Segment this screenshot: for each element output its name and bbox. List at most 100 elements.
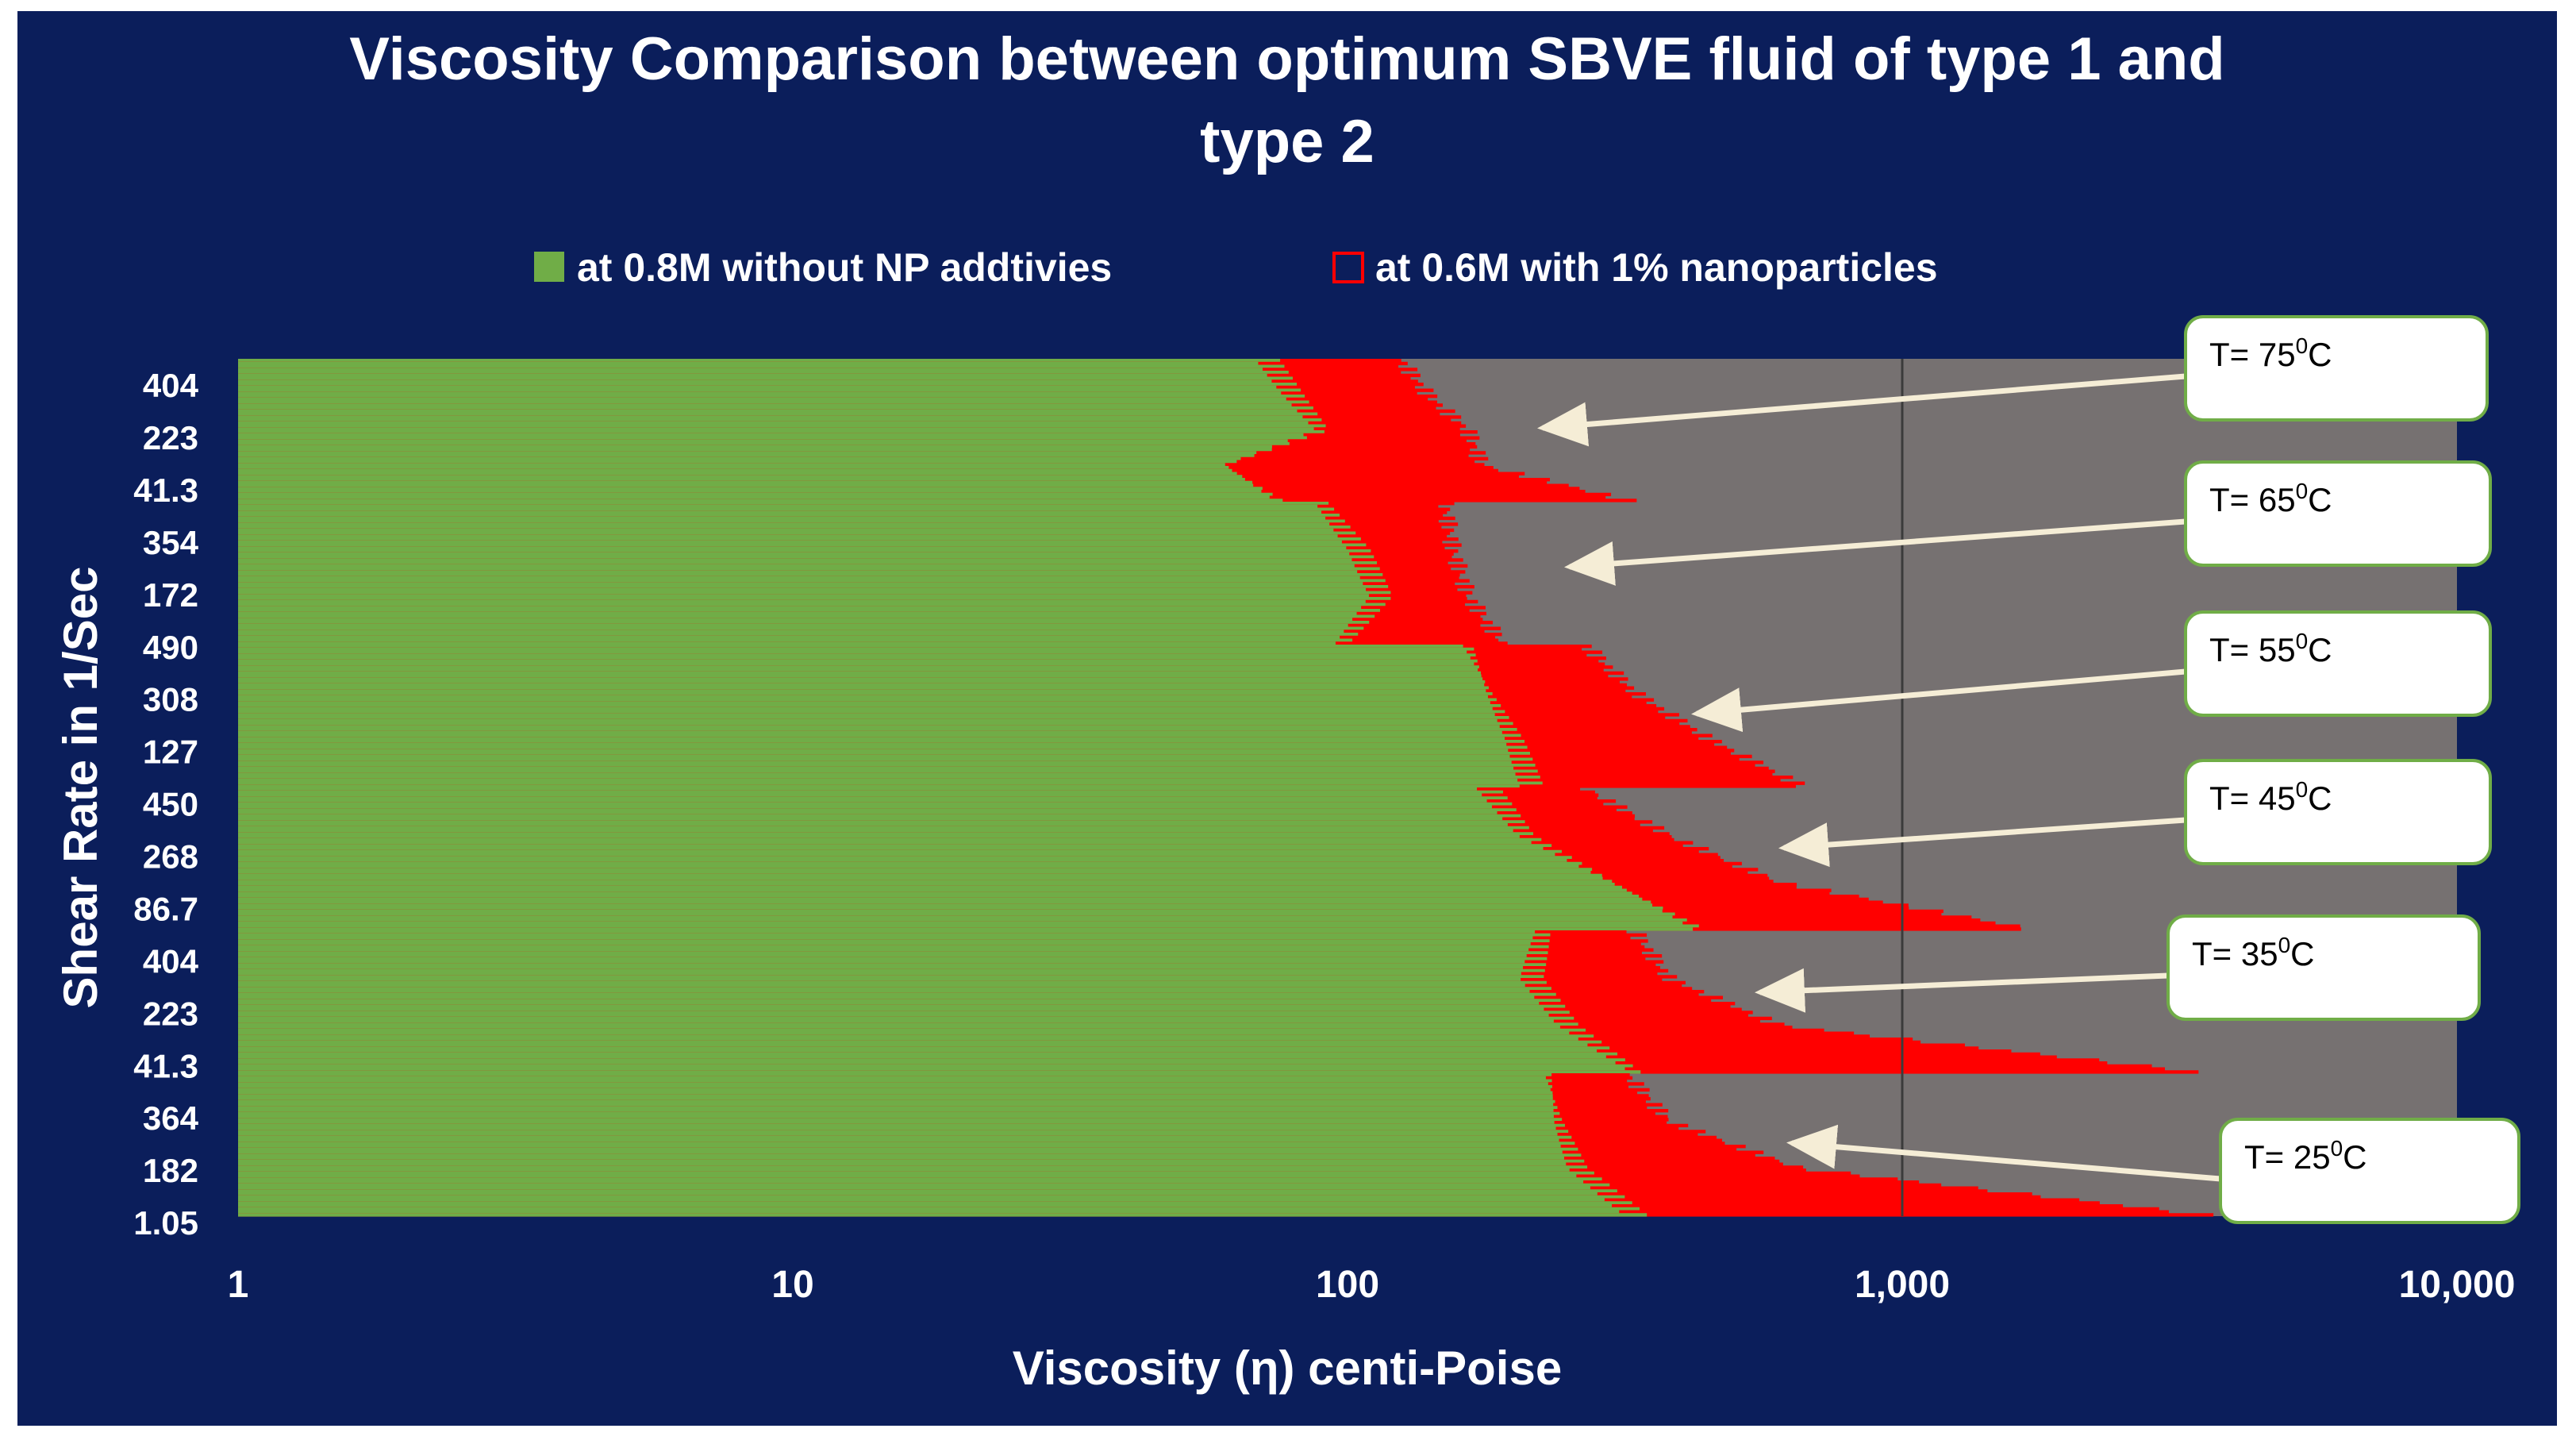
green-bar-35C [238, 1052, 1618, 1057]
green-bar-25C [238, 1126, 1556, 1130]
green-bar-65C [238, 611, 1357, 616]
green-bar-35C [238, 987, 1551, 991]
green-bar-35C [238, 1055, 1606, 1059]
green-bar-65C [238, 507, 1335, 511]
green-bar-25C [238, 1177, 1602, 1181]
green-bar-35C [238, 1070, 1641, 1074]
green-bar-45C [238, 844, 1552, 848]
green-bar-65C [238, 522, 1330, 526]
green-bar-35C [238, 1049, 1598, 1053]
green-bar-25C [238, 1106, 1558, 1110]
x-tick-label: 1,000 [1855, 1264, 1950, 1306]
legend-label-red: at 0.6M with 1% nanoparticles [1375, 245, 1938, 290]
green-bar-45C [238, 883, 1615, 887]
green-bar-75C [238, 490, 1262, 494]
green-bar-55C [238, 730, 1502, 735]
green-bar-45C [238, 897, 1643, 902]
green-bar-35C [238, 1026, 1560, 1030]
green-bar-65C [238, 514, 1340, 518]
green-bar-25C [238, 1207, 1640, 1211]
y-tick-label: 172 [143, 576, 198, 614]
green-bar-75C [238, 475, 1243, 479]
green-bar-65C [238, 531, 1356, 535]
green-bar-35C [238, 963, 1547, 967]
green-bar-65C [238, 534, 1338, 538]
green-bar-45C [238, 847, 1544, 851]
green-bar-55C [238, 772, 1516, 776]
green-bar-75C [238, 427, 1314, 431]
green-bar-25C [238, 1085, 1552, 1089]
green-bar-65C [238, 540, 1342, 545]
green-bar-65C [238, 585, 1389, 589]
green-bar-75C [238, 487, 1263, 491]
green-bar-45C [238, 796, 1508, 800]
green-bar-35C [238, 1014, 1549, 1018]
green-bar-25C [238, 1088, 1551, 1092]
green-bar-25C [238, 1121, 1555, 1125]
legend: at 0.8M without NP addtivies at 0.6M wit… [534, 245, 1938, 290]
green-bar-45C [238, 871, 1591, 875]
chart-title-line2: type 2 [1200, 108, 1375, 175]
y-tick-label: 41.3 [133, 1047, 198, 1084]
green-bar-45C [238, 787, 1478, 791]
y-tick-label: 404 [143, 942, 199, 980]
callouts: T= 750C T= 650C T= 550C T= 450C T= 350C T= 25… [1537, 315, 2520, 1224]
green-bar-65C [238, 558, 1352, 562]
green-bar-75C [238, 495, 1270, 499]
green-bar-45C [238, 826, 1529, 830]
callout-label-25C: T= 250C [2244, 1136, 2367, 1176]
green-bar-75C [238, 442, 1290, 446]
green-bar-35C [238, 992, 1556, 997]
green-bar-75C [238, 412, 1318, 416]
green-bar-75C [238, 424, 1326, 428]
green-bar-75C [238, 359, 1281, 363]
green-bar-55C [238, 647, 1474, 652]
y-tick-label: 364 [143, 1099, 199, 1137]
green-bar-75C [238, 472, 1237, 476]
green-bar-45C [238, 837, 1542, 842]
x-tick-label: 10 [771, 1264, 813, 1306]
green-bar-25C [238, 1157, 1564, 1161]
green-bar-65C [238, 567, 1380, 571]
green-bar-55C [238, 749, 1509, 753]
green-bar-25C [238, 1130, 1569, 1134]
green-bar-75C [238, 415, 1303, 419]
green-bar-45C [238, 829, 1513, 833]
green-bar-55C [238, 766, 1514, 771]
green-bar-75C [238, 421, 1309, 425]
green-bar-75C [238, 403, 1292, 407]
green-bar-55C [238, 760, 1512, 764]
green-bar-75C [238, 400, 1309, 404]
green-bar-45C [238, 927, 1694, 931]
green-bar-45C [238, 811, 1498, 815]
green-bar-25C [238, 1180, 1584, 1184]
green-bar-75C [238, 379, 1272, 383]
legend-swatch-green [534, 252, 564, 282]
green-bar-25C [238, 1133, 1558, 1137]
callout-arrow-75C [1537, 373, 2186, 447]
callout-arrow-65C [1564, 518, 2186, 586]
callout-label-35C: T= 350C [2192, 933, 2315, 972]
green-bar-25C [238, 1073, 1552, 1077]
green-bar-75C [238, 456, 1241, 461]
callout-label-65C: T= 650C [2209, 479, 2332, 518]
green-bar-45C [238, 849, 1562, 854]
green-bar-25C [238, 1162, 1567, 1166]
green-bar-45C [238, 915, 1673, 919]
green-bar-55C [238, 757, 1533, 761]
green-bar-45C [238, 823, 1508, 827]
green-bar-65C [238, 552, 1350, 556]
green-bar-25C [238, 1091, 1553, 1095]
green-bar-75C [238, 451, 1257, 455]
green-bar-65C [238, 576, 1360, 580]
green-bar-65C [238, 573, 1383, 577]
green-bar-45C [238, 903, 1653, 907]
green-bar-55C [238, 650, 1467, 654]
green-bar-25C [238, 1192, 1598, 1196]
green-bar-65C [238, 618, 1353, 622]
green-bar-75C [238, 492, 1273, 497]
green-bar-65C [238, 594, 1369, 598]
green-bar-65C [238, 555, 1375, 559]
green-bar-55C [238, 689, 1486, 693]
green-bar-45C [238, 864, 1579, 868]
